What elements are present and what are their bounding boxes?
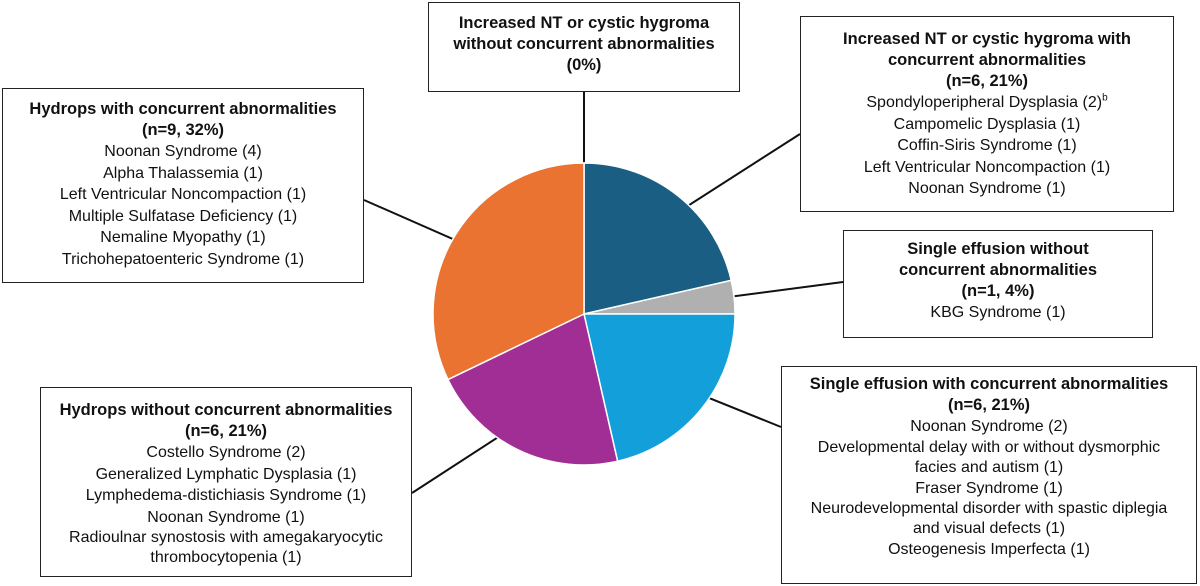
label-item: Coffin-Siris Syndrome (1) — [897, 137, 1077, 154]
label-items: Costello Syndrome (2) Generalized Lympha… — [49, 442, 403, 568]
label-item: Spondyloperipheral Dysplasia (2)b — [866, 92, 1108, 111]
label-box-nt-without: Increased NT or cystic hygroma without c… — [428, 2, 740, 92]
label-stat: (n=9, 32%) — [141, 121, 225, 139]
label-item: Generalized Lymphatic Dysplasia (1) — [95, 465, 357, 483]
label-title: Increased NT or cystic hygroma with conc… — [843, 30, 1131, 69]
label-item: Noonan Syndrome (1) — [908, 180, 1066, 197]
pie-slices — [432, 162, 736, 466]
label-title: Hydrops with concurrent abnormalities — [29, 100, 337, 118]
footnote-mark: b — [1102, 92, 1108, 104]
label-stat: (n=6, 21%) — [184, 422, 268, 440]
label-item: Left Ventricular Noncompaction (1) — [863, 158, 1111, 176]
label-item: Campomelic Dysplasia (1) — [893, 115, 1081, 133]
label-item: Trichohepatoenteric Syndrome (1) — [61, 250, 305, 268]
label-item: Osteogenesis Imperfecta (1) — [888, 541, 1090, 558]
label-item: Developmental delay with or without dysm… — [817, 438, 1161, 476]
label-stat: (0%) — [566, 56, 602, 74]
label-item: Noonan Syndrome (2) — [910, 418, 1068, 435]
label-items: Noonan Syndrome (2) Developmental delay … — [790, 416, 1188, 561]
label-item: Multiple Sulfatase Deficiency (1) — [68, 207, 298, 225]
label-stat: (n=1, 4%) — [961, 282, 1035, 300]
label-title: Increased NT or cystic hygroma without c… — [453, 14, 715, 53]
label-item: KBG Syndrome (1) — [930, 304, 1066, 321]
label-box-nt-with: Increased NT or cystic hygroma with conc… — [800, 16, 1174, 212]
label-items: Spondyloperipheral Dysplasia (2)b Campom… — [809, 92, 1165, 200]
label-box-single-without: Single effusion without concurrent abnor… — [843, 230, 1153, 338]
label-item: Noonan Syndrome (4) — [104, 143, 262, 160]
pie-slice — [432, 162, 585, 381]
label-title: Hydrops without concurrent abnormalities — [59, 401, 393, 419]
label-item: Costello Syndrome (2) — [146, 444, 306, 461]
pie-slice — [446, 312, 619, 466]
label-box-hydrops-with: Hydrops with concurrent abnormalities (n… — [2, 88, 364, 283]
label-title: Single effusion without concurrent abnor… — [898, 240, 1098, 279]
label-item: Noonan Syndrome (1) — [147, 508, 305, 526]
label-items: Noonan Syndrome (4) Alpha Thalassemia (1… — [11, 141, 355, 270]
label-item: Neurodevelopmental disorder with spastic… — [810, 500, 1168, 537]
label-item: Fraser Syndrome (1) — [915, 479, 1063, 497]
label-item: Radioulnar synostosis with amegakaryocyt… — [69, 529, 383, 566]
label-box-single-with: Single effusion with concurrent abnormal… — [781, 366, 1197, 584]
label-item: Left Ventricular Noncompaction (1) — [59, 186, 307, 203]
label-stat: (n=6, 21%) — [947, 396, 1031, 414]
pie-slice — [583, 162, 733, 315]
label-stat: (n=6, 21%) — [945, 72, 1029, 90]
label-box-hydrops-without: Hydrops without concurrent abnormalities… — [40, 387, 412, 577]
label-item: Lymphedema-distichiasis Syndrome (1) — [85, 487, 367, 504]
pie-slice — [583, 313, 736, 463]
label-title: Single effusion with concurrent abnormal… — [809, 375, 1169, 393]
label-item: Alpha Thalassemia (1) — [103, 164, 263, 182]
label-item: Nemaline Myopathy (1) — [100, 229, 266, 246]
label-items: KBG Syndrome (1) — [852, 302, 1144, 324]
